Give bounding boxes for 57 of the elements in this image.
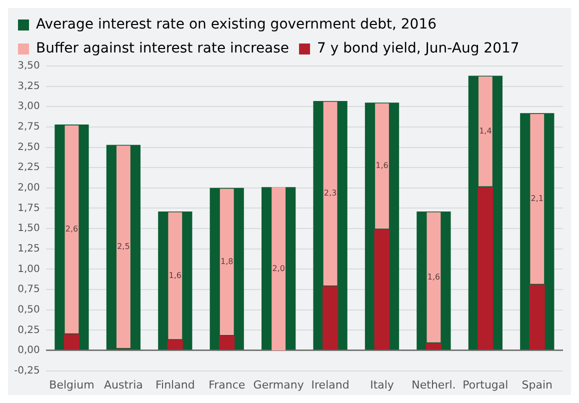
legend-label: 7 y bond yield, Jun-Aug 2017 [317, 40, 520, 57]
bar [323, 102, 338, 286]
y-tick-label: 0,00 [18, 345, 40, 356]
x-tick-label: Spain [522, 378, 553, 392]
data-label: 2,3 [324, 188, 337, 198]
legend-label: Buffer against interest rate increase [36, 40, 290, 57]
data-label: 1,4 [479, 126, 492, 136]
y-tick-label: 1,00 [18, 264, 40, 275]
y-tick-label: 1,75 [18, 202, 40, 214]
legend-label: Average interest rate on existing government debt, 2016 [36, 16, 437, 33]
y-tick-label: 2,50 [18, 142, 40, 153]
x-tick-label: Ireland [311, 378, 350, 392]
y-tick-label: 3,00 [18, 101, 40, 112]
x-tick-label: Italy [370, 378, 394, 392]
bar [322, 286, 338, 350]
y-tick-label: 3,25 [18, 80, 40, 92]
y-tick-label: 2,00 [18, 182, 40, 194]
x-tick-label: Austria [104, 378, 143, 392]
bar [219, 336, 235, 350]
y-tick-label: -0,25 [14, 365, 40, 376]
x-tick-label: France [208, 378, 246, 392]
y-tick-label: 0,75 [18, 284, 40, 296]
x-tick-label: Germany [253, 378, 304, 392]
bar [116, 146, 130, 348]
bar [64, 125, 79, 334]
data-label: 1,8 [220, 256, 234, 266]
bar [168, 212, 182, 340]
bar [374, 229, 390, 350]
bar [167, 340, 183, 350]
bar [529, 284, 545, 350]
y-tick-label: 0,25 [18, 324, 40, 336]
y-tick-label: 1,50 [18, 223, 40, 234]
y-tick-label: 1,25 [18, 243, 40, 254]
x-tick-label: Netherl. [412, 378, 456, 392]
data-label: 2,5 [117, 242, 130, 251]
bar [375, 103, 389, 229]
data-label: 2,6 [65, 224, 78, 234]
bar [220, 188, 234, 336]
bar [478, 187, 494, 350]
bar [272, 187, 286, 350]
data-label: 2,0 [272, 264, 285, 273]
x-tick-label: Belgium [49, 378, 94, 392]
bar [530, 114, 544, 284]
data-label: 1,6 [168, 270, 182, 280]
bar [478, 76, 492, 186]
data-label: 2,1 [530, 194, 544, 203]
bar [426, 212, 441, 342]
y-tick-label: 2,75 [18, 122, 40, 133]
data-label: 1,6 [376, 161, 388, 170]
data-label: 1,6 [427, 272, 440, 282]
x-tick-label: Finland [156, 378, 195, 392]
bar [426, 343, 442, 350]
y-tick-label: 2,25 [18, 162, 40, 174]
x-tick-label: Portugal [462, 378, 508, 392]
y-tick-label: 0,50 [18, 304, 40, 316]
bar [64, 334, 80, 350]
y-tick-label: 3,50 [18, 60, 40, 72]
